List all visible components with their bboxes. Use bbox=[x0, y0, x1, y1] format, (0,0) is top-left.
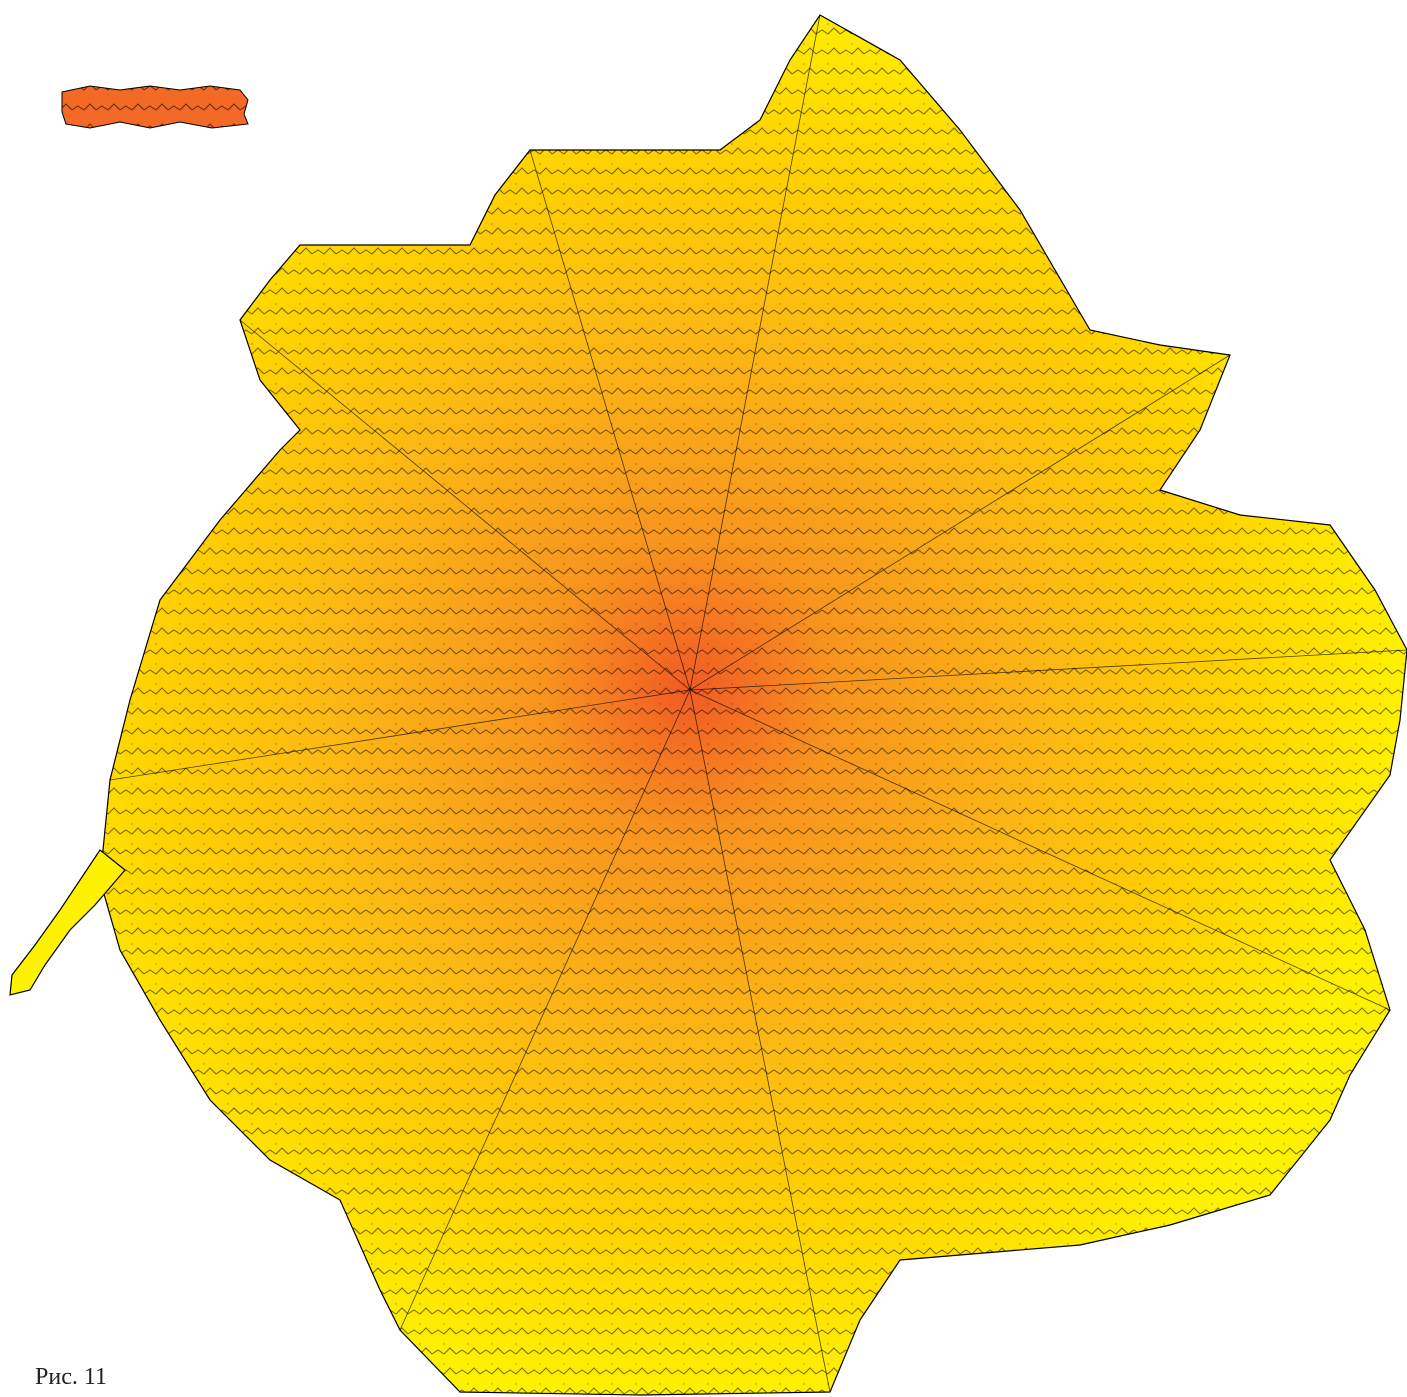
small-tile-strip bbox=[61, 85, 249, 129]
caption: Рис. 11 bbox=[35, 1364, 107, 1390]
tiling-region bbox=[9, 14, 1407, 1396]
